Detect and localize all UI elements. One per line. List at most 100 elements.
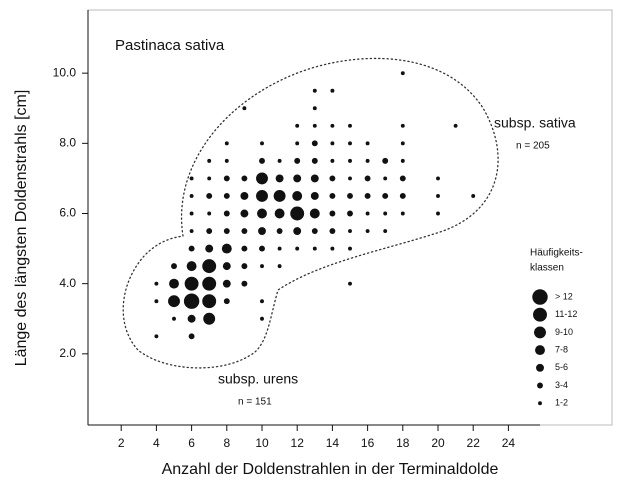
bubble xyxy=(205,244,214,253)
bubble xyxy=(273,189,286,202)
bubble xyxy=(348,123,352,128)
bubble xyxy=(154,299,159,304)
bubble xyxy=(258,227,266,235)
bubble xyxy=(382,192,389,199)
legend-marker xyxy=(532,289,548,305)
bubble xyxy=(436,211,440,216)
bubble xyxy=(383,176,388,181)
bubble xyxy=(189,229,194,233)
x-tick-label: 12 xyxy=(291,436,305,450)
legend-label: 7-8 xyxy=(555,344,568,354)
bubble xyxy=(260,316,264,321)
bubble xyxy=(276,228,283,234)
bubble xyxy=(347,192,353,199)
bubble xyxy=(312,106,317,111)
x-tick-label: 16 xyxy=(361,436,375,450)
bubble xyxy=(222,262,231,271)
bubble xyxy=(312,246,317,251)
bubble xyxy=(311,140,318,147)
bubble xyxy=(241,228,248,234)
bubble xyxy=(290,206,305,221)
bubble xyxy=(330,123,335,128)
bubble xyxy=(223,298,230,305)
bubble xyxy=(241,175,248,182)
bubble xyxy=(365,229,370,233)
bubble xyxy=(240,191,249,200)
bubble xyxy=(329,228,336,234)
y-axis-label: Länge des längsten Doldenstrahls [cm] xyxy=(13,90,30,367)
bubble xyxy=(206,192,213,199)
bubble xyxy=(364,192,371,199)
bubble xyxy=(365,158,370,163)
bubble xyxy=(188,333,195,340)
bubble xyxy=(259,157,265,164)
bubble xyxy=(154,334,159,339)
bubble xyxy=(400,211,405,216)
bubble xyxy=(312,123,317,128)
legend-marker xyxy=(535,345,545,356)
bubble xyxy=(400,141,405,146)
chart-title: Pastinaca sativa xyxy=(115,37,225,54)
x-tick-label: 4 xyxy=(153,436,160,450)
legend-marker xyxy=(533,307,547,322)
bubble xyxy=(274,208,285,219)
legend-label: 1-2 xyxy=(555,398,568,408)
bubble xyxy=(329,175,336,182)
legend-label: 5-6 xyxy=(555,362,568,372)
bubble xyxy=(311,157,318,164)
bubble xyxy=(309,208,320,219)
bubble xyxy=(348,141,352,146)
bubble xyxy=(222,279,231,288)
bubble xyxy=(241,263,248,270)
bubble xyxy=(382,157,389,164)
bubble xyxy=(330,246,335,251)
y-tick-label: 10.0 xyxy=(53,65,77,79)
legend-marker xyxy=(537,382,543,389)
bubble xyxy=(172,316,176,321)
bubble xyxy=(259,245,265,252)
bubble xyxy=(260,141,264,146)
legend-marker xyxy=(538,401,542,406)
annotation: n = 151 xyxy=(238,397,272,408)
bubble xyxy=(330,88,335,93)
x-tick-label: 18 xyxy=(396,436,410,450)
bubble xyxy=(171,263,177,270)
bubble xyxy=(312,88,317,93)
bubble xyxy=(292,190,303,201)
bubble xyxy=(348,176,352,181)
frame xyxy=(87,9,613,426)
bubble xyxy=(256,189,268,202)
bubble xyxy=(348,281,352,286)
bubble xyxy=(202,294,217,309)
bubble xyxy=(189,176,194,181)
bubble xyxy=(471,193,476,198)
bubble xyxy=(169,278,179,289)
bubble xyxy=(400,158,405,163)
bubble xyxy=(223,175,230,182)
bubble xyxy=(383,229,388,233)
bubble xyxy=(221,243,232,254)
bubble xyxy=(203,312,216,325)
bubble xyxy=(310,174,319,183)
bubble xyxy=(310,191,319,200)
legend-label: 3-4 xyxy=(555,380,568,390)
bubble xyxy=(184,276,199,291)
bubble xyxy=(294,157,301,164)
bubble xyxy=(348,158,352,163)
bubble xyxy=(436,193,440,198)
bubble xyxy=(224,158,229,163)
bubble xyxy=(241,280,248,287)
group-outline xyxy=(122,57,499,369)
bubble xyxy=(188,245,195,252)
legend-marker xyxy=(536,363,544,372)
bubble xyxy=(168,295,180,308)
x-tick-label: 24 xyxy=(502,436,516,450)
bubble xyxy=(348,229,352,233)
y-tick-label: 8.0 xyxy=(59,135,76,149)
bubble xyxy=(453,123,458,128)
bubble xyxy=(240,209,249,218)
bubble xyxy=(183,293,200,309)
bubble xyxy=(348,246,352,251)
bubble xyxy=(187,314,196,323)
